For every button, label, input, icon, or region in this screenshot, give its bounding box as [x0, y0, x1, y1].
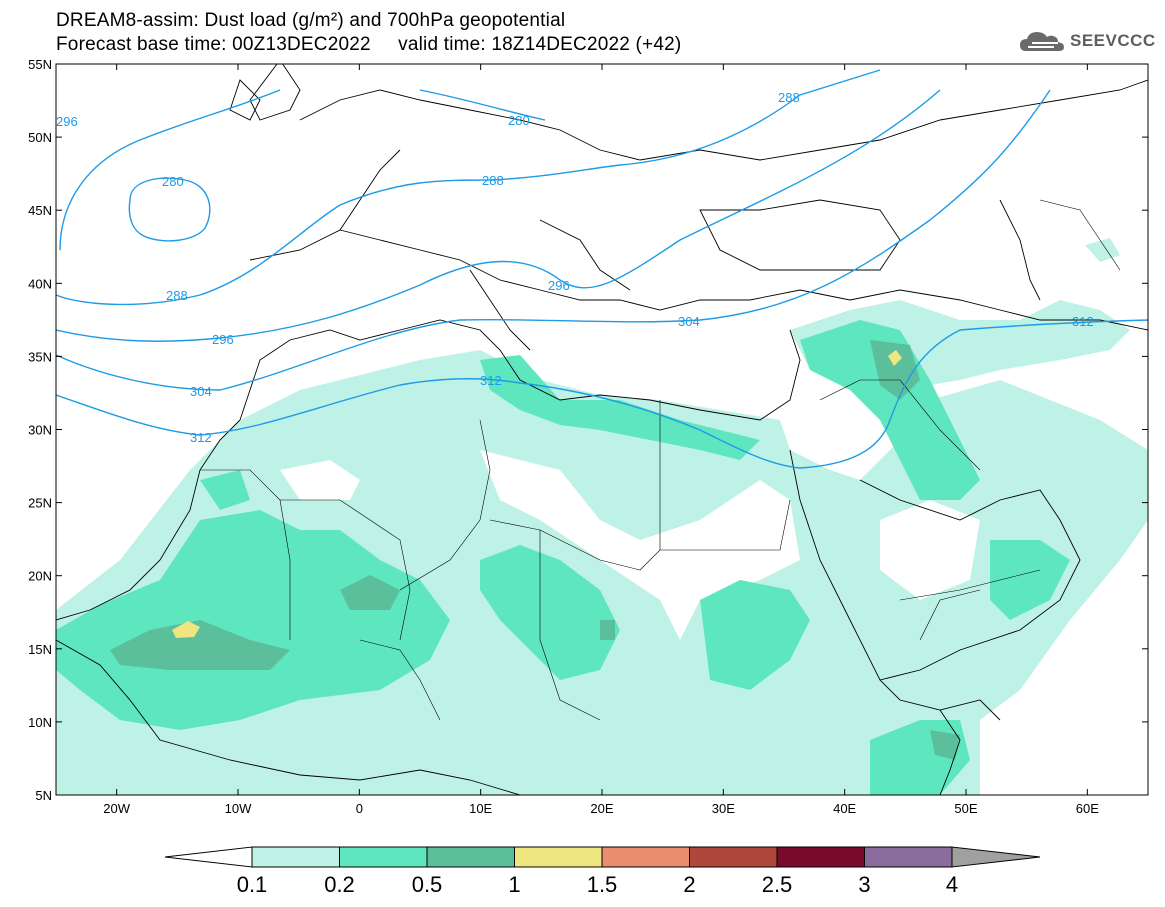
lon-tick-label: 0: [356, 801, 363, 816]
forecast-time-line: Forecast base time: 00Z13DEC2022 valid t…: [56, 34, 682, 55]
lon-tick-label: 20W: [103, 801, 130, 816]
colorbar-label: 1: [508, 872, 520, 897]
contour-304: [56, 89, 1051, 391]
colorbar-overflow-triangle: [951, 846, 1041, 868]
lat-tick-label: 50N: [28, 130, 52, 145]
lat-tick-label: 45N: [28, 203, 52, 218]
colorbar-label: 0.1: [237, 872, 268, 897]
longitude-axis: 20W 10W 0 10E 20E 30E 40E 50E 60E: [103, 64, 1099, 816]
seevccc-logo: SEEVCCC: [1018, 26, 1156, 56]
colorbar-swatch: [601, 846, 690, 868]
lat-tick-label: 40N: [28, 276, 52, 291]
contour-296: [56, 89, 941, 342]
contour-label-296: 296: [212, 332, 234, 347]
geopotential-contours: [56, 69, 1148, 469]
contour-280: [419, 89, 546, 121]
dust-shading: [56, 238, 1148, 795]
colorbar-label: 0.2: [324, 872, 355, 897]
lat-tick-label: 55N: [28, 57, 52, 72]
dust-peak-iraq: [888, 350, 902, 366]
contour-label-312-west: 312: [190, 430, 212, 445]
colorbar-label: 4: [946, 872, 958, 897]
colorbar-swatch: [251, 846, 340, 868]
lon-tick-label: 60E: [1076, 801, 1099, 816]
lon-tick-label: 10E: [469, 801, 492, 816]
lat-tick-label: 30N: [28, 423, 52, 438]
contour-label-288-mid: 288: [482, 173, 504, 188]
contour-280-closed: [128, 177, 211, 242]
lat-tick-label: 10N: [28, 715, 52, 730]
colorbar-swatch: [514, 846, 603, 868]
cloud-logo-icon: [1020, 32, 1064, 51]
colorbar-label: 0.5: [412, 872, 443, 897]
colorbar-swatch: [864, 846, 953, 868]
contour-label-280: 280: [508, 113, 530, 128]
contour-label-312-east: 312: [1072, 314, 1094, 329]
contour-label-312-mid: 312: [480, 373, 502, 388]
contour-288: [56, 69, 881, 306]
dust-region-caucasus: [1085, 238, 1120, 262]
contour-label-288-west: 288: [166, 288, 188, 303]
contour-labels: 296 280 280 288 288 288 296 296 304 304 …: [56, 90, 1094, 445]
colorbar-label: 2: [683, 872, 695, 897]
map-title: DREAM8-assim: Dust load (g/m²) and 700hP…: [56, 10, 566, 31]
colorbar: 0.1 0.2 0.5 1 1.5 2 2.5 3 4: [164, 846, 1041, 897]
colorbar-swatch: [426, 846, 515, 868]
contour-label-288-east: 288: [778, 90, 800, 105]
latitude-axis: 55N 50N 45N 40N 35N 30N 25N 20N 15N 10N 5N: [28, 57, 1148, 803]
country-borders: [200, 199, 1121, 721]
lat-tick-label: 20N: [28, 569, 52, 584]
colorbar-swatch: [689, 846, 778, 868]
lon-tick-label: 10W: [225, 801, 252, 816]
lon-tick-label: 30E: [712, 801, 735, 816]
lat-tick-label: 15N: [28, 642, 52, 657]
contour-288-west: [59, 89, 281, 251]
lon-tick-label: 40E: [833, 801, 856, 816]
colorbar-underflow-triangle: [164, 846, 253, 868]
contour-label-296-mid: 296: [548, 278, 570, 293]
colorbar-swatch: [776, 846, 865, 868]
contour-label-304-east: 304: [678, 314, 700, 329]
contour-label-304: 304: [190, 384, 212, 399]
lon-tick-label: 20E: [590, 801, 613, 816]
contour-312: [56, 319, 1148, 469]
lon-tick-label: 50E: [954, 801, 977, 816]
contour-label-296-west: 296: [56, 114, 78, 129]
lat-tick-label: 5N: [35, 788, 52, 803]
colorbar-label: 2.5: [762, 872, 793, 897]
lat-tick-label: 35N: [28, 349, 52, 364]
colorbar-label: 1.5: [587, 872, 618, 897]
colorbar-label: 3: [858, 872, 870, 897]
dust-band-core: [110, 620, 290, 670]
contour-label-280-closed: 280: [162, 174, 184, 189]
lat-tick-label: 25N: [28, 496, 52, 511]
dust-band-sahel: [56, 510, 450, 730]
colorbar-swatch: [339, 846, 428, 868]
dust-peak-mali: [172, 621, 200, 638]
logo-text: SEEVCCC: [1070, 31, 1156, 50]
coastlines: [56, 64, 1148, 795]
